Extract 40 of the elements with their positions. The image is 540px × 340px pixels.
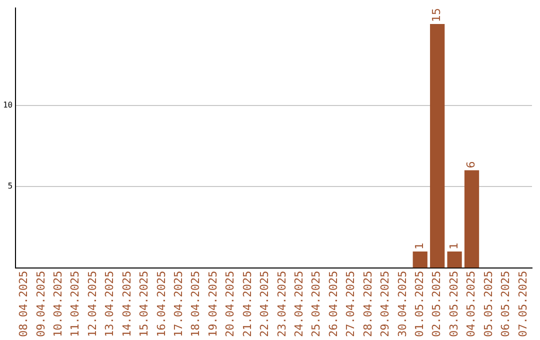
x-tick-label: 30.04.2025: [396, 270, 409, 338]
x-tick-label: 10.04.2025: [52, 270, 65, 338]
x-tick-label: 09.04.2025: [34, 270, 48, 338]
y-tick-label: 10: [2, 100, 13, 110]
bar: [464, 170, 480, 268]
x-tick-label: 28.04.2025: [361, 270, 374, 338]
x-tick-label: 04.05.2025: [464, 270, 478, 338]
x-tick-label: 07.05.2025: [516, 270, 530, 338]
x-tick-label: 15.04.2025: [138, 270, 151, 338]
x-tick-label: 13.04.2025: [103, 270, 116, 338]
x-tick-label: 16.04.2025: [154, 270, 168, 338]
data-label: 1: [412, 242, 426, 250]
x-tick-label: 24.04.2025: [292, 270, 306, 338]
x-tick-label: 27.04.2025: [344, 270, 358, 338]
y-tick-label: 5: [8, 182, 13, 191]
x-tick-label: 14.04.2025: [120, 270, 134, 338]
x-tick-label: 12.04.2025: [86, 270, 99, 338]
x-tick-label: 29.04.2025: [378, 270, 392, 338]
x-tick-label: 21.04.2025: [240, 270, 254, 338]
x-tick-label: 17.04.2025: [172, 270, 186, 338]
x-tick-label: 23.04.2025: [275, 270, 288, 338]
bar: [447, 252, 462, 268]
x-tick-label: 02.05.2025: [430, 270, 444, 338]
x-tick-label: 05.05.2025: [482, 270, 495, 338]
data-label: 6: [464, 161, 478, 168]
x-tick-label: 22.04.2025: [258, 270, 272, 338]
x-tick-label: 03.05.2025: [447, 270, 460, 338]
data-label: 1: [447, 242, 460, 250]
x-tick-label: 01.05.2025: [412, 270, 426, 338]
x-tick-label: 08.04.2025: [17, 270, 30, 338]
x-tick-label: 18.04.2025: [189, 270, 202, 338]
x-tick-label: 25.04.2025: [310, 270, 323, 338]
x-tick-label: 06.05.2025: [499, 270, 512, 338]
x-tick-label: 11.04.2025: [68, 270, 82, 338]
x-tick-label: 26.04.2025: [326, 270, 340, 338]
bar: [430, 24, 445, 268]
x-tick-label: 19.04.2025: [206, 270, 220, 338]
data-label: 15: [430, 8, 444, 22]
bar: [412, 252, 428, 268]
x-tick-label: 20.04.2025: [224, 270, 237, 338]
